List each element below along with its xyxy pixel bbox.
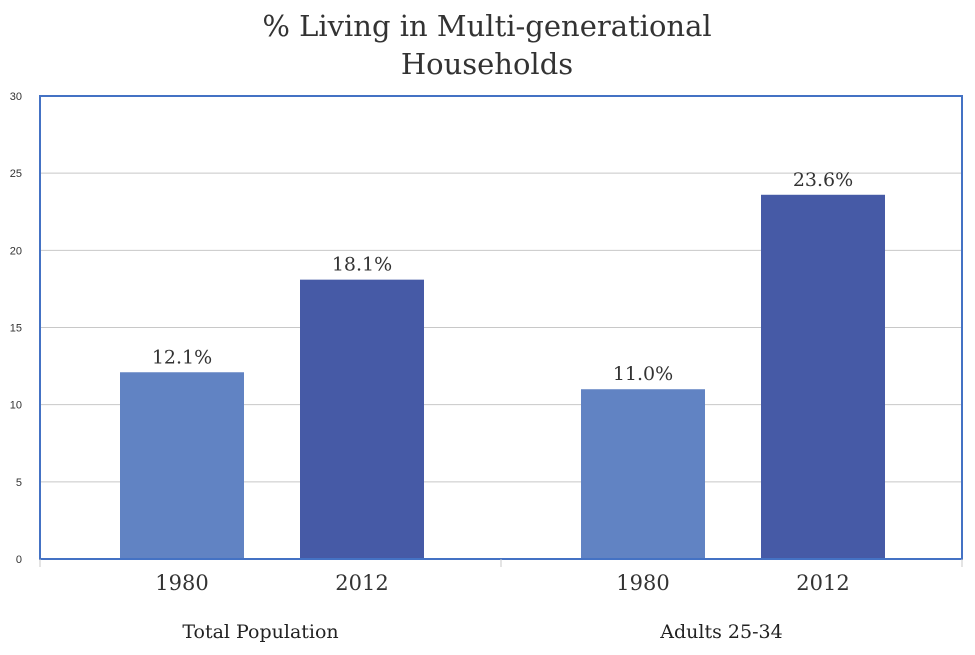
group-label-2: Adults 25-34 bbox=[659, 621, 782, 643]
data-label-1-1980: 12.1% bbox=[152, 346, 212, 368]
chart-title-line-2: Households bbox=[401, 47, 573, 81]
data-label-2-2012: 23.6% bbox=[793, 169, 853, 191]
x-tick-label-2-2012: 2012 bbox=[796, 571, 849, 595]
bar-1-1980 bbox=[120, 372, 244, 559]
y-tick-label-20: 20 bbox=[10, 245, 22, 257]
bar-2-1980 bbox=[581, 389, 705, 559]
y-tick-label-0: 0 bbox=[16, 554, 22, 566]
x-tick-label-1-1980: 1980 bbox=[155, 571, 208, 595]
x-tick-label-2-1980: 1980 bbox=[616, 571, 669, 595]
bar-2-2012 bbox=[761, 194, 885, 560]
y-tick-label-10: 10 bbox=[10, 400, 22, 412]
bar-1-2012 bbox=[300, 279, 424, 559]
y-tick-label-25: 25 bbox=[10, 168, 22, 180]
x-axis-ticks: 1980 2012 Total Population 1980 2012 Adults 2… bbox=[39, 559, 963, 643]
chart-title-line-1: % Living in Multi-generational bbox=[262, 9, 711, 43]
group-label-1: Total Population bbox=[182, 621, 338, 643]
y-tick-label-5: 5 bbox=[16, 477, 22, 489]
data-label-1-2012: 18.1% bbox=[332, 254, 392, 276]
y-tick-label-15: 15 bbox=[10, 323, 22, 335]
y-tick-label-30: 30 bbox=[10, 91, 22, 103]
data-label-2-1980: 11.0% bbox=[613, 363, 673, 385]
bars: 12.1% 18.1% 11.0% 23.6% bbox=[120, 169, 885, 560]
y-axis-ticks: 0 5 10 15 20 25 30 bbox=[10, 91, 22, 566]
x-tick-label-1-2012: 2012 bbox=[335, 571, 388, 595]
